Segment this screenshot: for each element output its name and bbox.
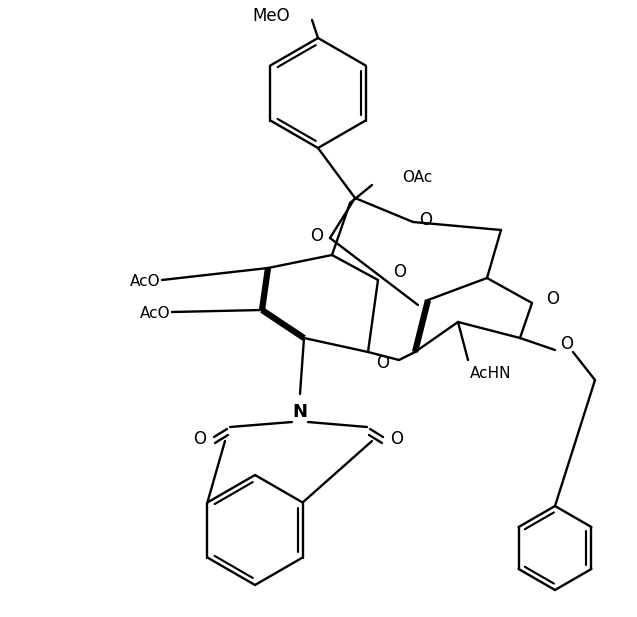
Text: O: O <box>194 430 206 448</box>
Text: OAc: OAc <box>402 170 433 184</box>
Text: AcHN: AcHN <box>470 366 512 381</box>
Text: O: O <box>310 227 324 245</box>
Text: N: N <box>292 403 308 421</box>
Text: O: O <box>376 354 389 372</box>
Text: O: O <box>546 290 559 308</box>
Text: O: O <box>561 335 573 353</box>
Text: O: O <box>393 263 406 281</box>
Text: O: O <box>390 430 403 448</box>
Text: O: O <box>420 211 433 229</box>
Text: AcO: AcO <box>140 307 170 321</box>
Text: AcO: AcO <box>129 275 160 289</box>
Text: MeO: MeO <box>252 7 290 25</box>
